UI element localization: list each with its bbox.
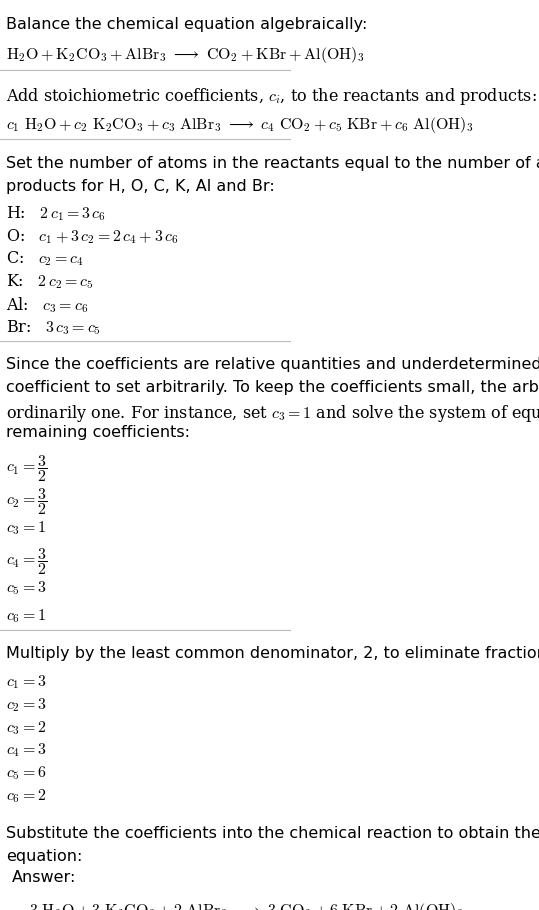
Text: $c_2 = 3$: $c_2 = 3$	[6, 696, 46, 714]
Text: $c_4 = 3$: $c_4 = 3$	[6, 742, 46, 760]
Text: Al: $\ \ c_3 = c_6$: Al: $\ \ c_3 = c_6$	[6, 295, 88, 315]
Text: Balance the chemical equation algebraically:: Balance the chemical equation algebraica…	[6, 16, 367, 32]
Text: $c_6 = 1$: $c_6 = 1$	[6, 607, 46, 625]
Text: $c_5 = 3$: $c_5 = 3$	[6, 580, 46, 598]
Text: $\mathrm{H_2O + K_2CO_3 + AlBr_3 \ \longrightarrow \ CO_2 + KBr + Al(OH)_3}$: $\mathrm{H_2O + K_2CO_3 + AlBr_3 \ \long…	[6, 46, 364, 66]
Text: $c_1\ \mathrm{H_2O} + c_2\ \mathrm{K_2CO_3} + c_3\ \mathrm{AlBr_3} \ \longrighta: $c_1\ \mathrm{H_2O} + c_2\ \mathrm{K_2CO…	[6, 115, 474, 135]
Text: Set the number of atoms in the reactants equal to the number of atoms in the: Set the number of atoms in the reactants…	[6, 156, 539, 171]
Text: equation:: equation:	[6, 849, 82, 864]
Text: Add stoichiometric coefficients, $c_i$, to the reactants and products:: Add stoichiometric coefficients, $c_i$, …	[6, 86, 537, 107]
Text: Answer:: Answer:	[12, 870, 76, 885]
FancyBboxPatch shape	[0, 855, 238, 910]
Text: C: $\ \ c_2 = c_4$: C: $\ \ c_2 = c_4$	[6, 249, 84, 268]
Text: H: $\ \ 2\,c_1 = 3\,c_6$: H: $\ \ 2\,c_1 = 3\,c_6$	[6, 205, 106, 223]
Text: $c_4 = \dfrac{3}{2}$: $c_4 = \dfrac{3}{2}$	[6, 547, 47, 578]
Text: Substitute the coefficients into the chemical reaction to obtain the balanced: Substitute the coefficients into the che…	[6, 826, 539, 842]
Text: $c_6 = 2$: $c_6 = 2$	[6, 787, 46, 804]
Text: K: $\ \ 2\,c_2 = c_5$: K: $\ \ 2\,c_2 = c_5$	[6, 272, 93, 291]
Text: $c_1 = \dfrac{3}{2}$: $c_1 = \dfrac{3}{2}$	[6, 452, 47, 483]
Text: Since the coefficients are relative quantities and underdetermined, choose a: Since the coefficients are relative quan…	[6, 358, 539, 372]
Text: $c_2 = \dfrac{3}{2}$: $c_2 = \dfrac{3}{2}$	[6, 486, 47, 517]
Text: remaining coefficients:: remaining coefficients:	[6, 425, 190, 440]
Text: $c_5 = 6$: $c_5 = 6$	[6, 764, 46, 783]
Text: Multiply by the least common denominator, 2, to eliminate fractional coefficient: Multiply by the least common denominator…	[6, 646, 539, 662]
Text: $c_3 = 1$: $c_3 = 1$	[6, 520, 46, 537]
Text: ordinarily one. For instance, set $c_3 = 1$ and solve the system of equations fo: ordinarily one. For instance, set $c_3 =…	[6, 402, 539, 424]
Text: O: $\ \ c_1 + 3\,c_2 = 2\,c_4 + 3\,c_6$: O: $\ \ c_1 + 3\,c_2 = 2\,c_4 + 3\,c_6$	[6, 228, 178, 246]
Text: $c_1 = 3$: $c_1 = 3$	[6, 673, 46, 692]
Text: coefficient to set arbitrarily. To keep the coefficients small, the arbitrary va: coefficient to set arbitrarily. To keep …	[6, 380, 539, 395]
Text: Br: $\ \ 3\,c_3 = c_5$: Br: $\ \ 3\,c_3 = c_5$	[6, 318, 101, 337]
Text: products for H, O, C, K, Al and Br:: products for H, O, C, K, Al and Br:	[6, 178, 274, 194]
Text: $c_3 = 2$: $c_3 = 2$	[6, 719, 46, 737]
Text: $3\ \mathrm{H_2O} + 3\ \mathrm{K_2CO_3} + 2\ \mathrm{AlBr_3} \ \longrightarrow \: $3\ \mathrm{H_2O} + 3\ \mathrm{K_2CO_3} …	[29, 901, 464, 910]
